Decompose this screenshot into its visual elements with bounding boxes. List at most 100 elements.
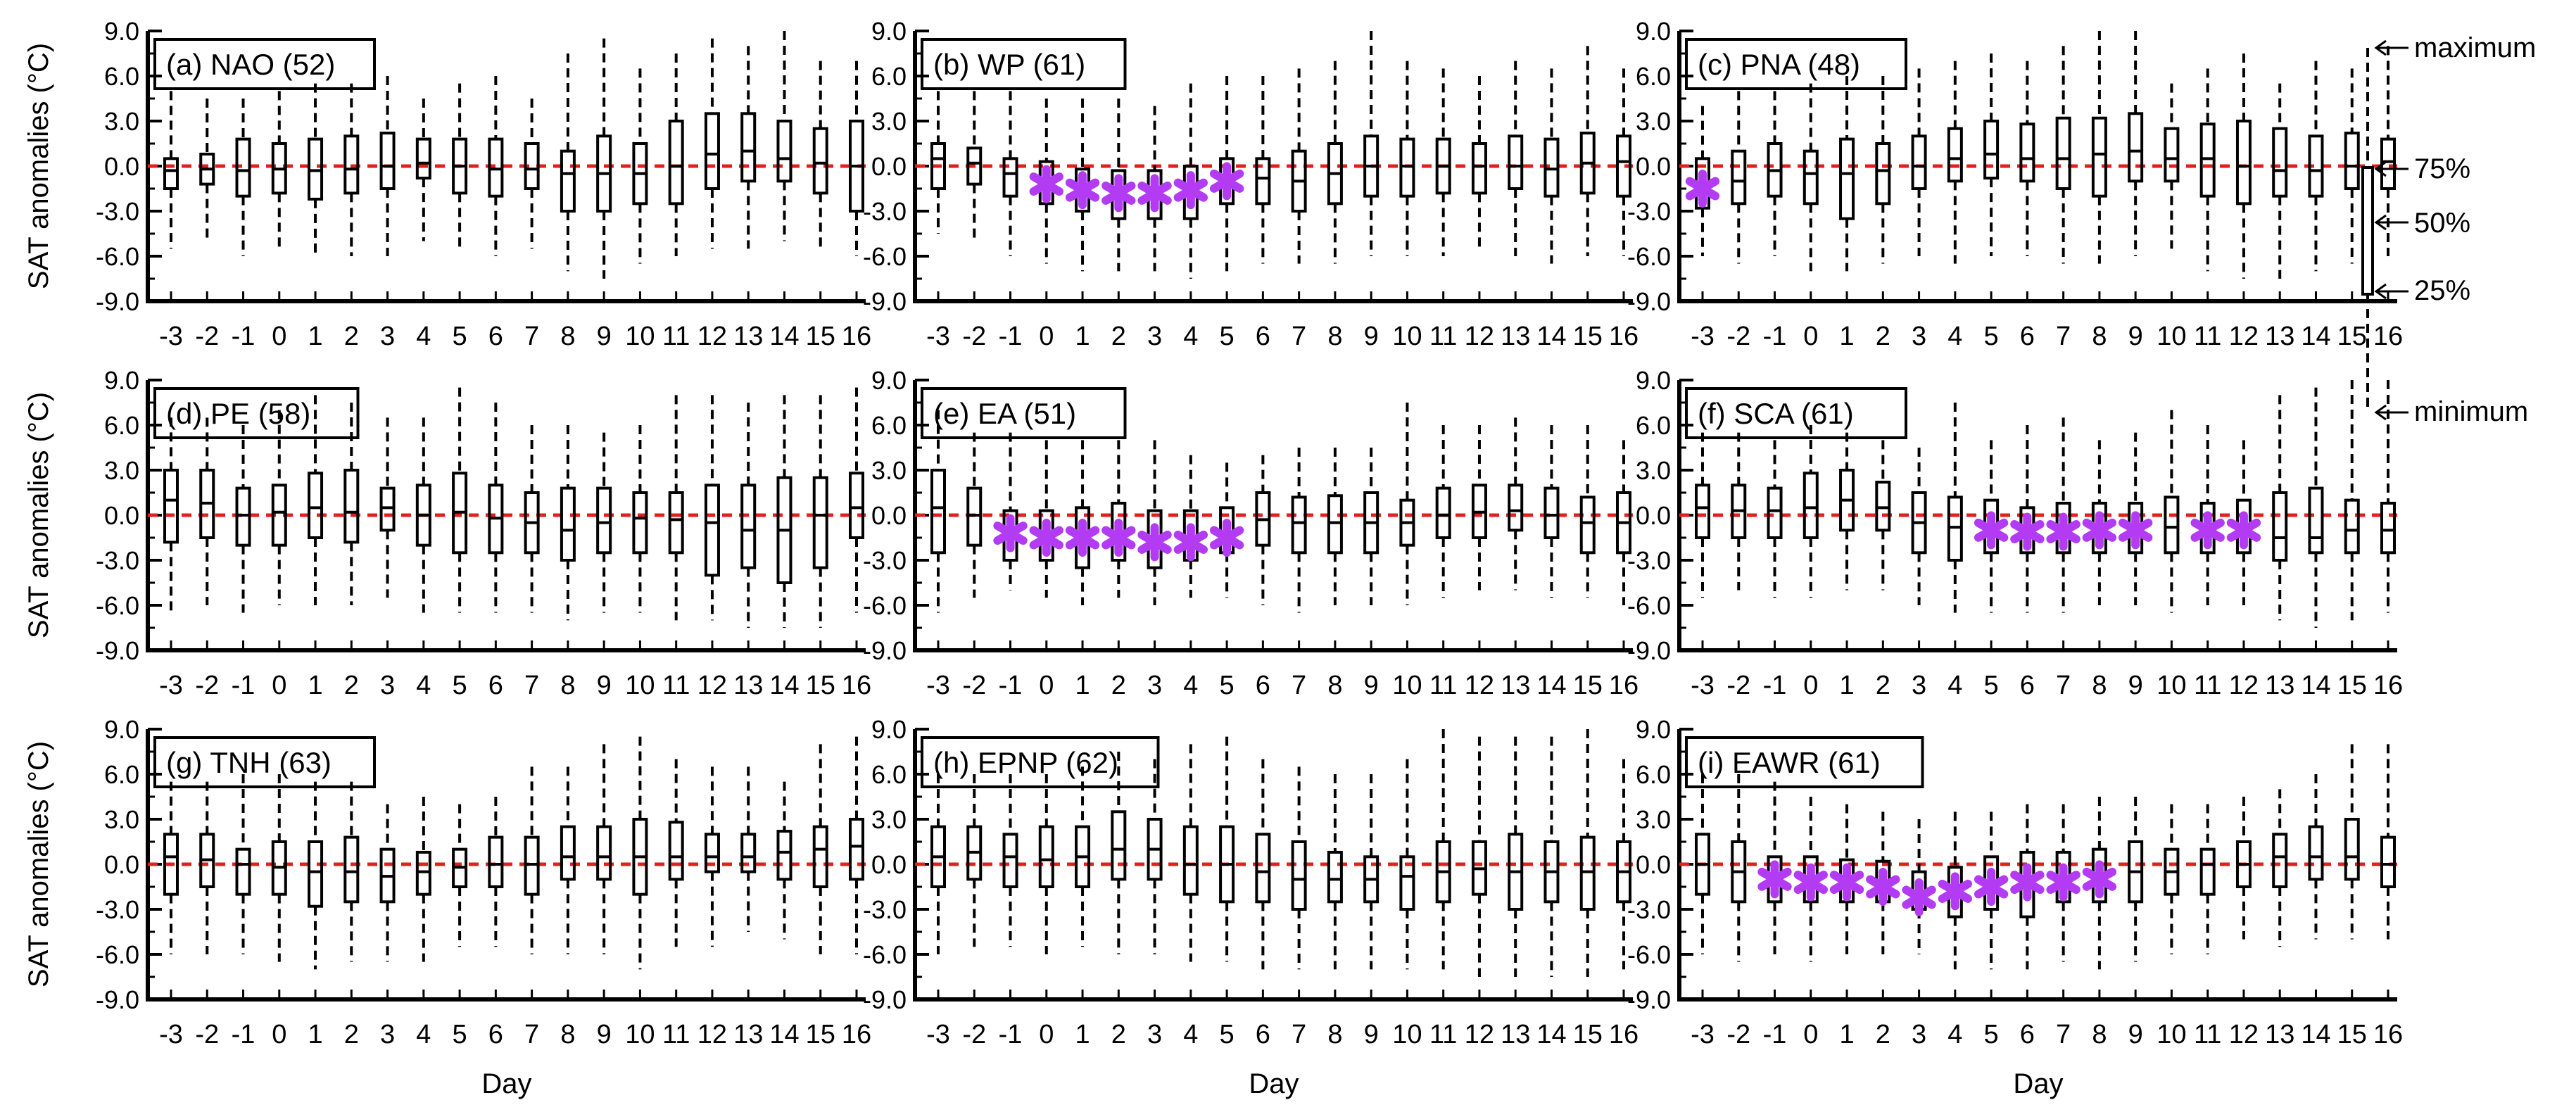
box-day-12: [704, 395, 720, 621]
x-tick-label: -2: [1726, 671, 1750, 700]
x-tick-label: 7: [1292, 671, 1306, 700]
x-tick-label: -3: [1691, 322, 1715, 351]
legend-q50: 50%: [2414, 208, 2470, 239]
box-day--1: [1002, 91, 1018, 256]
y-tick-label: -9.0: [96, 985, 139, 1014]
panel-title-box: [153, 736, 376, 788]
x-tick-label: 11: [1429, 671, 1457, 700]
box-day-6: [1255, 76, 1271, 264]
box-day-14: [1543, 736, 1560, 977]
x-tick-label: 16: [2373, 671, 2403, 700]
x-tick-label: 5: [1984, 1020, 1999, 1049]
x-tick-label: 13: [733, 1020, 763, 1049]
box-iqr: [2308, 134, 2324, 198]
box-iqr: [930, 469, 946, 555]
y-tick-label: -9.0: [96, 287, 139, 316]
box-day--3: [1695, 432, 1710, 598]
box-day-4: [1947, 61, 1963, 264]
x-tick-label: 7: [524, 1020, 539, 1049]
x-tick-label: 14: [769, 322, 799, 351]
box-day-5: [1219, 736, 1235, 962]
panel-title: (h) EPNP (62): [933, 746, 1118, 779]
box-day--3: [163, 781, 179, 954]
x-tick-label: -3: [1691, 1020, 1715, 1049]
x-tick-label: 3: [1912, 322, 1926, 351]
significance-marker-day-8: [2082, 511, 2117, 550]
marker-core: [1220, 531, 1234, 544]
y-tick-label: 9.0: [1636, 366, 1671, 395]
panel-title-box: [1685, 38, 1907, 90]
box-iqr: [235, 137, 251, 198]
x-tick-label: 4: [1183, 1020, 1198, 1049]
marker-core: [2057, 876, 2070, 889]
box-iqr: [1255, 833, 1271, 904]
box-legend: maximum 75% 50% 25% minimum: [2361, 32, 2536, 427]
box-iqr: [1508, 134, 1524, 190]
box-day-2: [1875, 76, 1891, 264]
x-tick-label: 3: [1147, 671, 1162, 700]
x-tick-label: 14: [1536, 671, 1566, 700]
legend-arrow-q50-head: [2374, 214, 2387, 231]
box-day-7: [524, 425, 540, 613]
y-tick-label: 3.0: [104, 456, 139, 485]
x-tick-label: 9: [597, 322, 612, 351]
box-iqr: [163, 157, 179, 190]
box-iqr: [1983, 120, 2000, 180]
x-tick-label: 11: [1429, 1020, 1457, 1049]
box-day-12: [2235, 53, 2252, 279]
x-tick-label: -2: [962, 1020, 986, 1049]
x-tick-label: -2: [195, 322, 219, 351]
box-day-14: [2308, 774, 2324, 940]
y-tick-label: -9.0: [96, 636, 139, 665]
x-tick-label: 3: [380, 322, 395, 351]
box-day-8: [2091, 31, 2107, 264]
box-day-16: [2380, 744, 2396, 940]
panel-title: (d) PE (58): [166, 397, 310, 430]
box-iqr: [1291, 840, 1307, 911]
y-tick-label: 3.0: [871, 456, 907, 485]
x-tick-label: 11: [662, 322, 690, 351]
box-day-11: [2199, 804, 2216, 954]
box-day-6: [1255, 759, 1271, 970]
box-day--2: [1731, 774, 1747, 962]
x-tick-label: 9: [2128, 671, 2143, 700]
significance-marker-day-9: [2118, 511, 2153, 550]
x-tick-label: 16: [2373, 322, 2403, 351]
box-iqr: [2055, 116, 2071, 191]
significance-marker-day-5: [1209, 162, 1244, 201]
x-tick-label: 3: [1912, 671, 1926, 700]
box-iqr: [1839, 137, 1855, 220]
panel-4: -9.0-6.0-3.00.03.06.09.0-3 -2 -1 0 1 2 3 4 5 6 7 8 9…: [23, 366, 871, 700]
x-tick-label: 15: [1573, 1020, 1603, 1049]
significance-marker-day-1: [1065, 519, 1100, 557]
y-tick-label: -6.0: [96, 940, 139, 969]
box-iqr: [1291, 495, 1307, 555]
significance-marker-day--1: [993, 514, 1028, 552]
y-tick-label: 9.0: [871, 715, 907, 744]
x-tick-label: 8: [560, 671, 575, 700]
x-tick-label: 7: [2056, 671, 2071, 700]
x-tick-label: 10: [1392, 671, 1422, 700]
y-tick-label: -6.0: [863, 591, 907, 620]
box-day-3: [1911, 68, 1927, 256]
box-iqr: [1543, 137, 1560, 198]
box-iqr: [704, 484, 720, 577]
box-iqr: [235, 847, 251, 896]
x-tick-label: 9: [597, 1020, 612, 1049]
box-iqr: [415, 137, 431, 180]
y-tick-label: 6.0: [871, 62, 907, 91]
x-tick-label: 16: [842, 671, 871, 700]
x-tick-label: 7: [1292, 322, 1306, 351]
box-day-14: [2308, 61, 2324, 272]
box-day-4: [415, 417, 431, 613]
box-iqr: [488, 137, 504, 198]
marker-core: [2237, 524, 2250, 537]
box-iqr: [1875, 481, 1891, 532]
box-day-2: [1111, 752, 1127, 954]
box-day--2: [966, 774, 983, 947]
x-tick-label: 0: [1803, 1020, 1818, 1049]
box-day-9: [596, 432, 612, 613]
significance-marker-day-12: [2226, 511, 2261, 550]
box-day-6: [488, 403, 504, 613]
